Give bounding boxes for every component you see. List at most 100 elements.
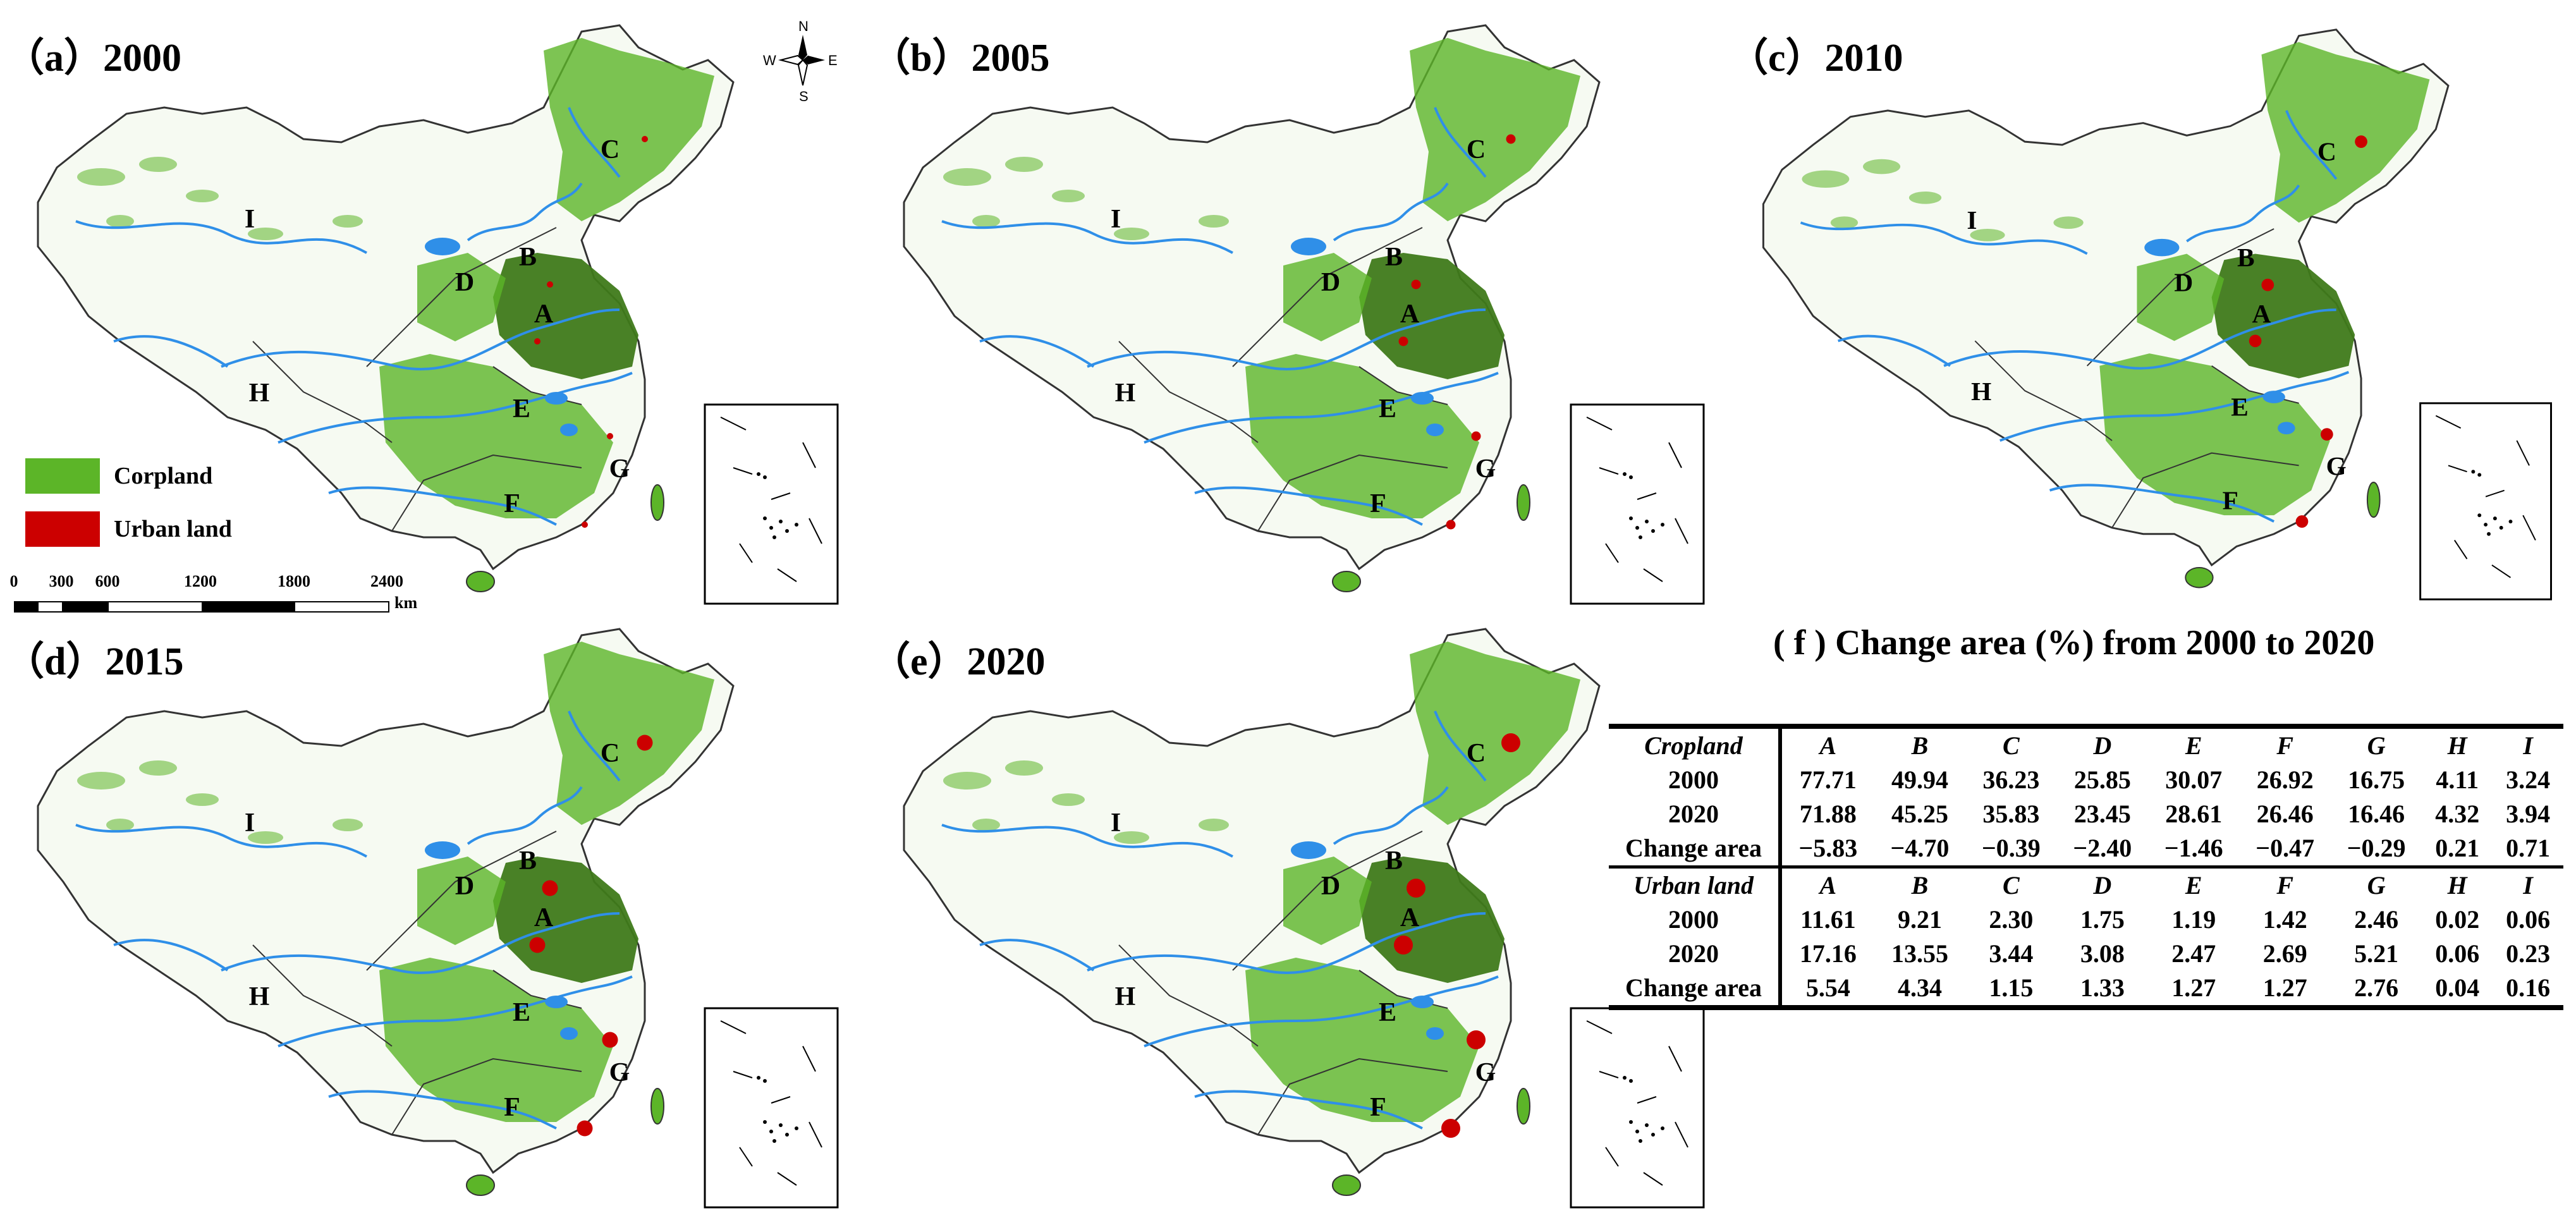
south-china-sea-inset — [2419, 402, 2552, 601]
panel-title-c: （c）2010 — [1729, 37, 1903, 80]
cropland-zone — [2261, 42, 2430, 223]
cropland-row-label: 2020 — [1609, 797, 1782, 831]
cropland-header-row: Cropland A B C D E F G H I — [1609, 724, 2563, 763]
table-cell: 2.47 — [2171, 939, 2216, 968]
table-cell: 1.15 — [1965, 971, 2057, 1010]
cropland-patch — [1863, 159, 1901, 174]
cropland-patch — [77, 168, 125, 186]
table-row: 2000 11.61 9.21 2.30 1.75 1.19 1.42 2.46 0.02 0.0… — [1609, 903, 2563, 937]
table-cell: 13.55 — [1891, 939, 1948, 968]
cropland-patch — [139, 760, 177, 776]
table-cell: −2.40 — [2073, 834, 2132, 862]
river — [221, 308, 620, 370]
lake — [1291, 238, 1326, 255]
taiwan-island — [2366, 481, 2381, 518]
hainan-island — [466, 1174, 495, 1196]
cropland-patch — [1052, 793, 1085, 806]
cropland-patch — [333, 819, 363, 831]
south-china-sea-inset — [704, 403, 839, 605]
column-header: A — [1780, 865, 1874, 903]
cropland-zone — [417, 253, 506, 341]
cropland-row-label: 2000 — [1609, 763, 1782, 797]
table-cell: 2.69 — [2262, 939, 2307, 968]
region-label: F — [2223, 485, 2238, 515]
scale-tick: 2400 — [370, 572, 403, 590]
table-cell: 11.61 — [1800, 905, 1856, 934]
river — [75, 824, 367, 858]
cropland-patch — [1970, 229, 2005, 241]
column-header: B — [1874, 865, 1966, 903]
cropland-zone — [1359, 253, 1505, 379]
urban-spot — [547, 281, 553, 288]
urban-spot — [529, 937, 546, 953]
river — [1434, 107, 1487, 178]
table-cell: 5.54 — [1780, 971, 1874, 1010]
river — [1999, 370, 2350, 442]
region-label: I — [245, 205, 255, 234]
map-panel-a: AB C D E F G H I — [37, 24, 839, 605]
map-panel-b: AB C D E F G H I — [903, 24, 1705, 605]
urban-spot — [2355, 135, 2367, 148]
scale-tick: 1200 — [184, 572, 217, 590]
urban-spot — [1398, 336, 1408, 346]
lake — [560, 1027, 578, 1040]
region-boundary — [1118, 341, 1259, 443]
table-cell: 28.61 — [2165, 800, 2223, 828]
table-cell: 0.02 — [2435, 905, 2480, 934]
urban-spot — [542, 880, 558, 896]
cropland-patch — [1052, 190, 1085, 202]
cropland-zone — [1283, 857, 1372, 945]
cropland-patch — [248, 831, 283, 844]
table-row: 2020 71.88 45.25 35.83 23.45 28.61 26.46 16.46 4… — [1609, 797, 2563, 831]
region-label: E — [513, 394, 530, 424]
compass-n: N — [798, 18, 809, 34]
column-header: A — [1780, 724, 1874, 763]
lake — [1426, 1027, 1444, 1040]
panel-title-a: （a）2000 — [5, 37, 182, 80]
river — [941, 220, 1233, 254]
region-label: D — [455, 268, 474, 297]
table-cell: 2.46 — [2354, 905, 2399, 934]
cropland-patch — [139, 157, 177, 172]
table-cell: 23.45 — [2073, 800, 2131, 828]
table-cell: −0.29 — [2347, 834, 2406, 862]
scale-tick: 600 — [95, 572, 120, 590]
cropland-zone — [417, 857, 506, 945]
table-cell: 16.46 — [2348, 800, 2405, 828]
legend-item-cropland: Corpland — [25, 458, 232, 494]
cropland-zone — [1359, 857, 1505, 983]
urban-spot — [2249, 334, 2262, 348]
region-label: C — [1467, 135, 1486, 164]
cropland-zone — [379, 958, 613, 1122]
table-cell: 1.19 — [2171, 905, 2216, 934]
region-label: F — [504, 1093, 520, 1122]
cropland-patch — [186, 190, 219, 202]
lake — [545, 392, 568, 405]
river — [1333, 786, 1449, 845]
table-cell: 3.24 — [2506, 765, 2551, 794]
river — [979, 939, 1095, 972]
south-china-sea-inset — [1570, 1007, 1705, 1209]
hainan-island — [1332, 1174, 1361, 1196]
table-cell: 0.06 — [2506, 905, 2551, 934]
urban-spot — [642, 136, 648, 142]
region-label: E — [1379, 998, 1396, 1027]
region-boundary — [252, 341, 393, 443]
region-label: C — [1467, 739, 1486, 768]
river — [568, 107, 621, 178]
cropland-zone — [1410, 642, 1580, 825]
river — [979, 335, 1095, 368]
region-label: E — [1379, 394, 1396, 424]
column-header: D — [2056, 724, 2149, 763]
river — [278, 975, 633, 1047]
river — [113, 939, 229, 972]
table-cell: 1.42 — [2262, 905, 2307, 934]
region-label: B — [2237, 243, 2255, 272]
river — [2186, 184, 2300, 243]
table-cell: 5.21 — [2354, 939, 2399, 968]
map-panel-e: AB C D E F G H I — [903, 628, 1705, 1209]
scale-tick: 300 — [49, 572, 74, 590]
panel-title-d: （d）2015 — [5, 640, 184, 683]
legend-label-urban: Urban land — [114, 516, 232, 542]
table-cell: −1.46 — [2164, 834, 2223, 862]
